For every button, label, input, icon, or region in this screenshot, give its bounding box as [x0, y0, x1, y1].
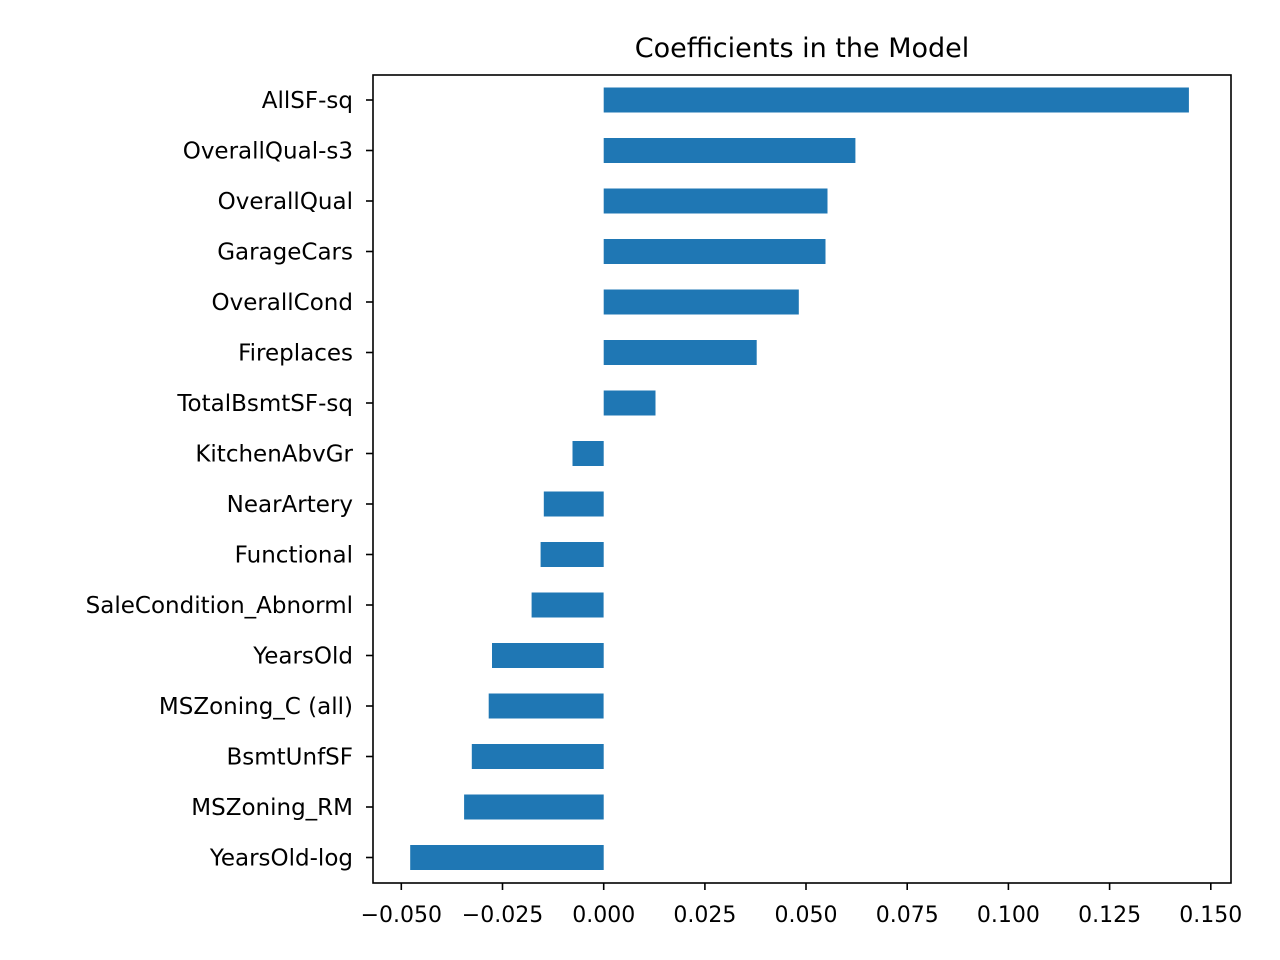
y-tick-label: GarageCars	[217, 240, 353, 266]
y-tick-label: YearsOld	[252, 644, 353, 670]
bar	[572, 441, 604, 466]
y-tick-label: TotalBsmtSF-sq	[176, 391, 353, 417]
bar	[531, 592, 604, 618]
bars-group	[410, 87, 1189, 870]
x-tick-label: 0.100	[977, 903, 1040, 928]
bar	[464, 794, 604, 820]
x-tick-label: −0.050	[361, 903, 442, 928]
bar	[603, 390, 656, 416]
y-tick-label: OverallQual-s3	[183, 139, 353, 165]
bar	[603, 87, 1189, 113]
y-tick-label: OverallCond	[211, 290, 353, 316]
x-tick-label: 0.025	[673, 903, 736, 928]
bar	[488, 693, 604, 719]
bar	[603, 239, 826, 264]
x-tick-label: 0.150	[1179, 903, 1242, 928]
bar	[540, 542, 604, 567]
y-tick-label: Functional	[235, 543, 353, 569]
bar	[492, 643, 604, 668]
y-tick-label: KitchenAbvGr	[195, 442, 353, 468]
bar	[603, 289, 799, 315]
y-tick-label: OverallQual	[218, 189, 353, 215]
x-tick-label: 0.050	[775, 903, 838, 928]
chart-title: Coefficients in the Model	[635, 33, 970, 64]
y-tick-label: BsmtUnfSF	[226, 745, 353, 771]
x-tick-label: 0.075	[876, 903, 939, 928]
y-tick-label: YearsOld-log	[209, 846, 353, 872]
bar	[471, 744, 604, 769]
bar	[410, 845, 604, 870]
y-tick-label: MSZoning_C (all)	[159, 694, 353, 720]
y-tick-label: MSZoning_RM	[191, 795, 353, 821]
y-tick-label: SaleCondition_Abnorml	[86, 593, 353, 619]
y-tick-label: AllSF-sq	[262, 88, 353, 114]
x-axis: −0.050 −0.025 0.000 0.025 0.050 0.075 0.100 0.1…	[361, 883, 1242, 928]
plot-frame	[372, 74, 1232, 884]
bar	[603, 340, 757, 365]
x-tick-label: 0.000	[572, 903, 635, 928]
y-axis: AllSF-sq OverallQual-s3 OverallQual GarageC…	[86, 88, 373, 872]
bar	[543, 491, 604, 517]
y-tick-label: NearArtery	[227, 492, 353, 518]
x-tick-label: −0.025	[462, 903, 543, 928]
y-tick-label: Fireplaces	[238, 341, 353, 367]
x-tick-label: 0.125	[1078, 903, 1141, 928]
bar	[603, 138, 856, 163]
bar	[603, 188, 828, 214]
